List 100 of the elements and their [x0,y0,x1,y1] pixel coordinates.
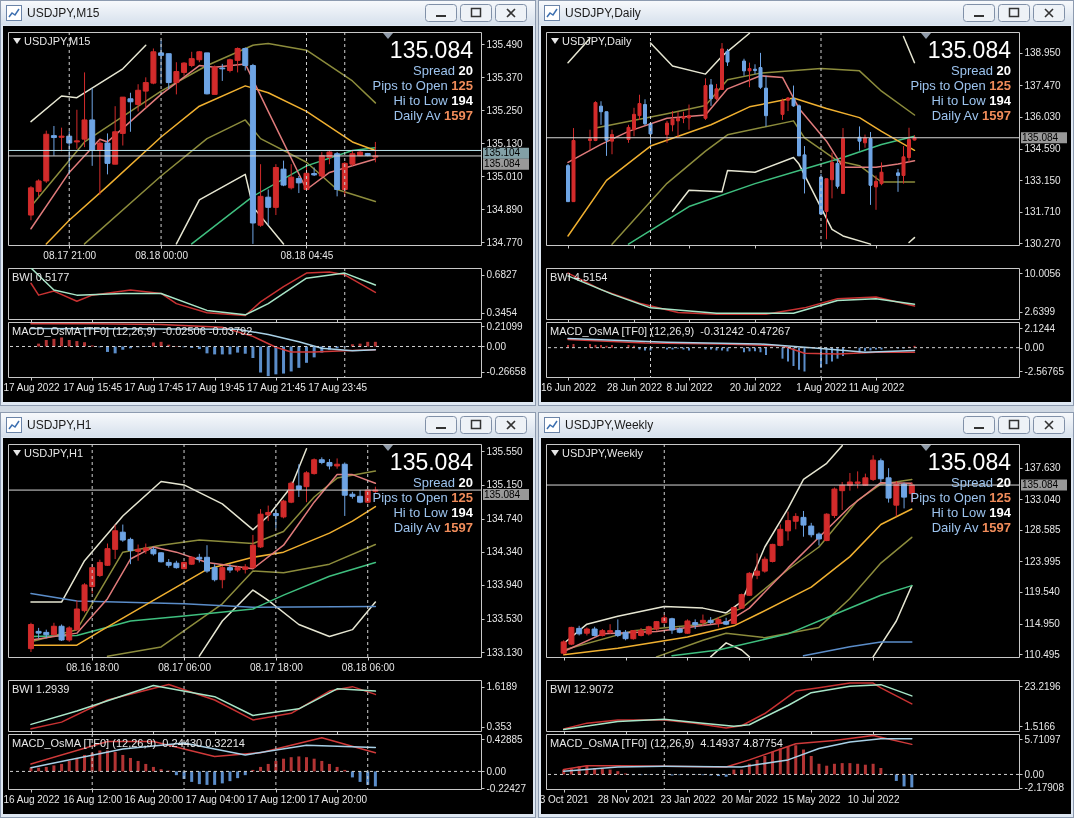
annotation: Daily Av 1597 [931,108,1011,123]
x-tick-label: 17 Aug 19:45 [185,381,246,393]
ref-line-label: 135.084 [1022,131,1059,143]
x-tick-label: 1 Aug 2022 [796,381,848,393]
y-tick-label: -2.56765 [1024,365,1065,377]
annotation: Spread 20 [950,475,1011,490]
y-tick-label: 135.370 [486,71,524,83]
y-tick-label: 2.6399 [1024,306,1056,318]
x-tick-label: 08.18 06:00 [341,661,396,673]
y-tick-label: 2.1244 [1024,322,1056,334]
x-tick-label: 3 Oct 2021 [539,793,590,805]
chart-title: USDJPY,H1 [27,418,92,432]
y-tick-label: 135.010 [486,170,524,182]
x-tick-label: 08.18 00:00 [135,249,189,261]
annotation: 135.084 [388,37,473,63]
x-tick-label: 16 Aug 2022 [3,793,60,805]
y-tick-label: 0.3454 [486,307,518,319]
y-tick-label: 135.550 [486,445,524,457]
x-tick-label: 17 Aug 21:45 [246,381,307,393]
y-tick-label: 0.21099 [486,320,524,332]
y-tick-label: 130.270 [1024,237,1062,249]
y-tick-label: -2.17908 [1024,782,1065,794]
x-tick-label: 17 Aug 04:00 [185,793,246,805]
x-tick-label: 17 Aug 12:00 [246,793,307,805]
annotation: Hi to Low 194 [393,93,473,108]
annotation: 135.084 [388,449,473,475]
annotation: Hi to Low 194 [393,505,473,520]
y-tick-label: 135.250 [486,104,524,116]
y-tick-label: 133.040 [1024,493,1062,505]
x-tick-label: 23 Jan 2022 [660,793,716,805]
annotation: Hi to Low 194 [931,93,1011,108]
annotation: 135.084 [926,449,1011,475]
y-tick-label: 10.0056 [1024,267,1062,279]
annotation: Pips to Open 125 [372,490,473,505]
x-tick-label: 08.17 18:00 [249,661,304,673]
y-tick-label: 0.00 [486,341,507,352]
chart-title: MACD_OsMA [TF0] (12,26,9) -0.31242 -0.47267 [550,325,791,337]
y-tick-label: 133.530 [486,613,524,625]
x-tick-label: 8 Jul 2022 [666,381,714,393]
y-tick-label: 0.00 [1024,768,1045,780]
y-tick-label: 133.130 [486,646,524,658]
annotation: Daily Av 1597 [931,520,1011,535]
x-tick-label: 20 Jul 2022 [729,381,782,393]
x-tick-label: 08.16 18:00 [66,661,120,673]
y-tick-label: 110.495 [1024,648,1061,660]
x-tick-label: 11 Aug 2022 [848,381,905,393]
chart-title: USDJPY,H1 [24,447,84,459]
x-tick-label: 17 Aug 17:45 [124,381,184,393]
y-tick-label: 134.590 [1024,143,1062,155]
chart-title: USDJPY,M15 [27,6,100,20]
x-tick-label: 08.17 06:00 [158,661,212,673]
x-tick-label: 15 May 2022 [782,793,842,805]
x-tick-label: 08.17 21:00 [43,249,97,261]
chart-title: BWI 12.9072 [550,683,614,695]
x-tick-label: 17 Aug 23:45 [308,381,368,393]
annotation: Pips to Open 125 [372,78,473,93]
y-tick-label: 134.740 [486,513,524,525]
y-tick-label: 0.353 [486,721,512,733]
chart-title: USDJPY,M15 [24,35,91,47]
chart-title: BWI 1.2939 [12,683,70,695]
y-tick-label: 123.995 [1024,555,1062,567]
x-tick-label: 10 Jul 2022 [847,793,900,805]
y-tick-label: -0.22427 [486,782,527,794]
y-tick-label: 23.2196 [1024,680,1062,692]
y-tick-label: 134.340 [486,546,524,558]
x-tick-label: 17 Aug 20:00 [308,793,368,805]
y-tick-label: 135.130 [486,137,524,149]
x-tick-label: 28 Nov 2021 [597,793,655,805]
y-tick-label: -0.26658 [486,366,527,378]
chart-title: USDJPY,Daily [565,6,641,20]
y-tick-label: 133.940 [486,579,524,591]
y-tick-label: 5.71097 [1024,733,1062,745]
x-tick-label: 17 Aug 2022 [3,381,60,393]
y-tick-label: 135.150 [486,479,524,491]
y-tick-label: 131.710 [1024,206,1062,218]
x-tick-label: 16 Aug 20:00 [124,793,184,805]
x-tick-label: 17 Aug 15:45 [63,381,123,393]
annotation: Spread 20 [950,63,1011,78]
annotation: Hi to Low 194 [931,505,1011,520]
y-tick-label: 137.630 [1024,462,1062,474]
y-tick-label: 134.890 [486,203,524,215]
x-tick-label: 08.18 04:45 [280,249,334,261]
annotation: Daily Av 1597 [393,108,473,123]
y-tick-label: 114.950 [1024,618,1061,630]
y-tick-label: 0.42885 [486,733,524,745]
chart-title: BWI 4.5154 [550,271,608,283]
ref-line-label: 135.084 [1022,479,1059,491]
annotation: Spread 20 [412,475,473,490]
y-tick-label: 133.150 [1024,174,1062,186]
y-tick-label: 0.00 [1024,342,1045,354]
y-tick-label: 136.030 [1024,111,1062,123]
ref-line-label: 135.104 [484,147,521,159]
annotation: Daily Av 1597 [393,520,473,535]
y-tick-label: 128.585 [1024,524,1062,536]
chart-title: USDJPY,Weekly [565,418,654,432]
y-tick-label: 0.6827 [486,269,518,281]
annotation: Pips to Open 125 [910,78,1011,93]
y-tick-label: 138.950 [1024,47,1062,59]
ref-line-label: 135.084 [484,488,521,500]
x-tick-label: 16 Aug 12:00 [63,793,123,805]
